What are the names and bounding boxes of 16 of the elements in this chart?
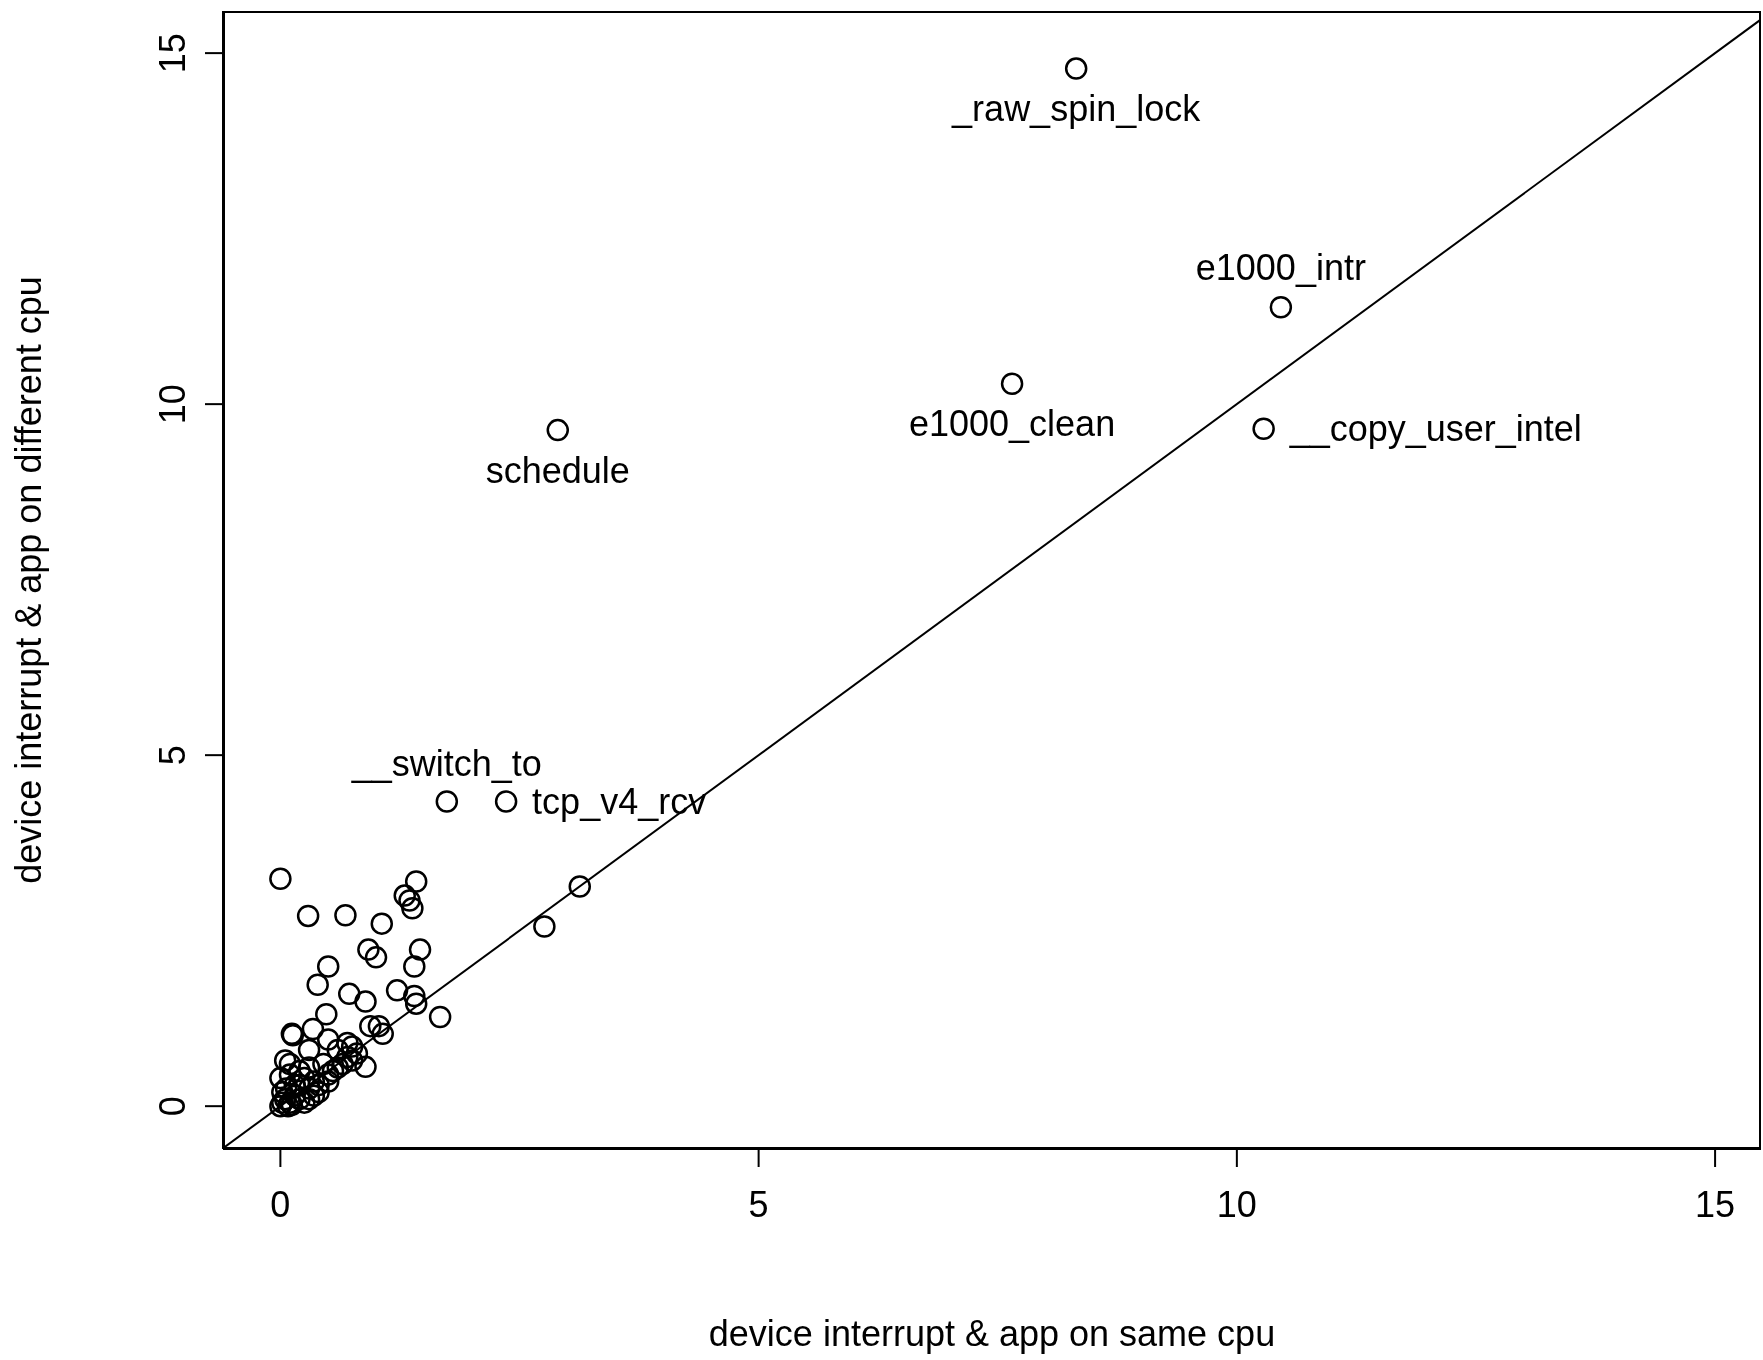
y-tick-label: 10 [152, 384, 194, 425]
y-tick-label: 0 [152, 1096, 194, 1117]
x-tick-label: 10 [1216, 1184, 1257, 1225]
y-tick-label: 5 [152, 745, 194, 766]
x-tick-label: 15 [1695, 1184, 1736, 1225]
annotation: e1000_clean [908, 403, 1116, 445]
annotation: __switch_to [350, 742, 542, 784]
x-tick-label: 0 [270, 1184, 291, 1225]
y-tick-label: 15 [152, 33, 194, 74]
x-axis-title: device interrupt & app on same cpu [708, 1313, 1276, 1354]
annotation: _raw_spin_lock [951, 88, 1202, 130]
annotation: __copy_user_intel [1288, 408, 1582, 450]
annotation: schedule [485, 449, 630, 491]
x-tick-label: 5 [748, 1184, 769, 1225]
y-axis-title: device interrupt & app on different cpu [7, 276, 49, 884]
annotation: e1000_intr [1195, 246, 1366, 288]
